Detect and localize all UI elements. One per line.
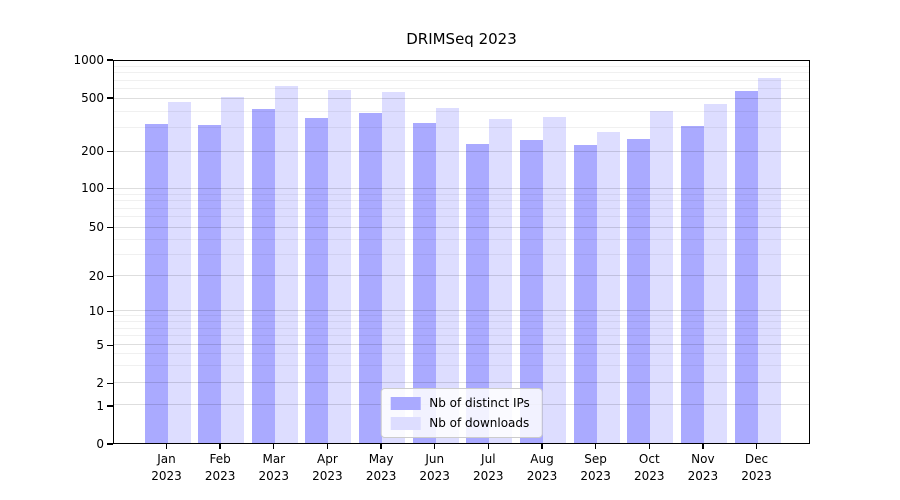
x-tick-label-may: May 2023: [365, 452, 397, 483]
x-tick-label-apr: Apr 2023: [312, 452, 343, 483]
bar-distinct-ips-may: [359, 113, 383, 443]
y-tick-mark-5: [107, 345, 113, 347]
y-tick-label-0: 0: [96, 436, 104, 451]
x-tick-label-oct: Oct 2023: [634, 452, 665, 483]
y-tick-mark-2: [107, 383, 113, 385]
y-tick-mark-0: [107, 443, 113, 445]
legend-swatch-distinct-ips: [390, 396, 421, 410]
x-tick-mark-feb: [219, 444, 221, 449]
x-tick-mark-jul: [487, 444, 489, 449]
x-tick-label-jun: Jun 2023: [419, 452, 450, 483]
y-tick-mark-500: [107, 97, 113, 99]
bar-distinct-ips-sep: [573, 145, 597, 443]
plot-area: Nb of distinct IPs Nb of downloads: [113, 60, 810, 444]
bar-distinct-ips-aug: [519, 140, 543, 443]
y-tick-mark-50: [107, 226, 113, 229]
y-tick-label-2: 2: [96, 376, 104, 391]
gridline-700: [114, 79, 809, 81]
x-tick-mark-mar: [273, 444, 275, 449]
bar-distinct-ips-dec: [734, 90, 758, 443]
bar-downloads-oct: [650, 111, 674, 443]
y-tick-mark-200: [107, 150, 113, 153]
y-tick-label-50: 50: [88, 219, 104, 234]
bar-distinct-ips-apr: [305, 118, 329, 443]
bar-distinct-ips-jul: [466, 144, 490, 443]
gridline-600: [114, 87, 809, 89]
x-tick-label-jul: Jul 2023: [473, 452, 504, 483]
y-tick-mark-1: [107, 405, 113, 407]
y-tick-label-1000: 1000: [73, 52, 104, 67]
x-tick-label-jan: Jan 2023: [151, 452, 182, 483]
legend: Nb of distinct IPs Nb of downloads: [380, 388, 543, 438]
bar-distinct-ips-jun: [412, 122, 436, 443]
bar-downloads-nov: [703, 104, 727, 443]
bar-downloads-jan: [167, 102, 191, 443]
bar-downloads-may: [382, 91, 406, 443]
bar-distinct-ips-feb: [198, 124, 222, 443]
x-tick-label-aug: Aug 2023: [526, 452, 558, 483]
bar-distinct-ips-oct: [627, 138, 651, 443]
y-tick-label-200: 200: [81, 143, 104, 158]
y-tick-label-500: 500: [81, 90, 104, 105]
x-tick-label-mar: Mar 2023: [258, 452, 290, 483]
gridline-900: [114, 65, 809, 67]
y-tick-mark-10: [107, 310, 113, 313]
bar-downloads-mar: [274, 85, 298, 443]
y-tick-label-10: 10: [88, 304, 104, 318]
y-tick-label-1: 1: [96, 398, 104, 413]
x-tick-mark-dec: [755, 444, 758, 449]
y-tick-mark-1000: [107, 59, 113, 61]
x-tick-label-feb: Feb 2023: [204, 452, 236, 483]
bar-distinct-ips-jan: [144, 123, 168, 443]
x-tick-mark-jun: [434, 444, 436, 449]
bar-downloads-jun: [435, 107, 459, 443]
legend-label-distinct-ips: Nb of distinct IPs: [429, 396, 530, 410]
x-tick-label-dec: Dec 2023: [741, 452, 772, 483]
x-tick-mark-may: [380, 444, 382, 449]
x-tick-mark-apr: [326, 444, 329, 449]
legend-label-downloads: Nb of downloads: [429, 416, 530, 430]
x-tick-mark-oct: [648, 444, 650, 449]
x-tick-mark-sep: [594, 444, 597, 449]
legend-swatch-downloads: [390, 416, 421, 430]
y-tick-mark-100: [107, 187, 113, 189]
bar-distinct-ips-mar: [251, 108, 275, 443]
y-tick-label-5: 5: [96, 338, 104, 353]
bar-downloads-apr: [328, 90, 352, 443]
y-tick-label-100: 100: [81, 180, 104, 195]
bar-downloads-feb: [221, 97, 245, 443]
bar-downloads-dec: [757, 78, 781, 443]
gridline-500: [114, 97, 809, 99]
x-tick-mark-nov: [702, 444, 704, 449]
gridline-800: [114, 72, 809, 74]
bar-downloads-jul: [489, 119, 513, 443]
legend-item-downloads: Nb of downloads: [390, 416, 530, 430]
x-tick-mark-aug: [541, 444, 543, 449]
bar-downloads-aug: [542, 116, 566, 443]
y-tick-mark-20: [107, 275, 113, 278]
x-tick-label-sep: Sep 2023: [580, 452, 611, 483]
bar-distinct-ips-nov: [680, 126, 704, 443]
x-tick-label-nov: Nov 2023: [687, 452, 719, 483]
x-tick-mark-jan: [165, 444, 168, 449]
legend-item-distinct-ips: Nb of distinct IPs: [390, 396, 530, 410]
y-tick-label-20: 20: [88, 269, 104, 284]
chart-title: DRIMSeq 2023: [406, 30, 517, 48]
bar-downloads-sep: [596, 131, 620, 443]
